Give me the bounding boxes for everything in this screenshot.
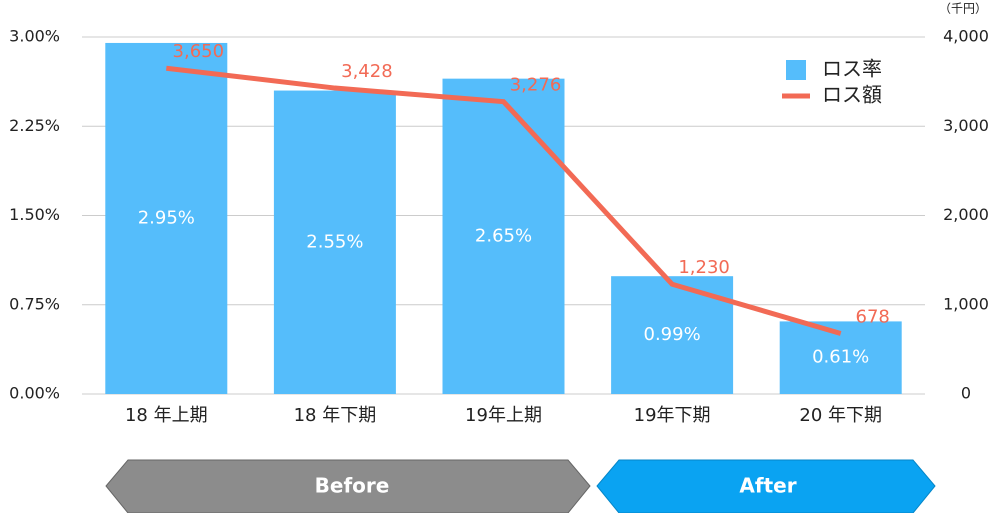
y-tick-label: 1.50% [9,205,60,224]
bar-value-label: 2.55% [306,231,363,252]
y-tick-label: 0.00% [9,384,60,403]
bar [779,321,902,394]
y2-axis-label: （千円） [939,2,987,16]
legend-swatch [786,60,806,80]
line-value-label: 3,428 [341,61,393,82]
bar-value-label: 2.95% [138,207,195,228]
y-tick-label: 2.25% [9,116,60,135]
line-value-label: 3,650 [173,41,225,62]
line-value-label: 3,276 [510,75,562,96]
x-tick-label: 18 年上期 [125,405,208,426]
line [166,65,842,336]
after-label: After [739,474,796,498]
bar-value-label: 0.61% [812,347,869,368]
bar-value-label: 2.65% [475,225,532,246]
x-tick-label: 19年上期 [465,405,542,426]
x-tick-label: 18 年下期 [294,405,377,426]
legend-label: ロス率 [822,57,882,81]
y-tick-label: 3.00% [9,27,60,46]
legend-label: ロス額 [822,83,882,107]
y2-tick-label: 1,000 [943,294,989,313]
bar [105,42,228,394]
before-label: Before [315,474,390,498]
y2-tick-label: 2,000 [943,205,989,224]
x-tick-label: 20 年下期 [799,405,882,426]
bar-value-label: 0.99% [644,324,701,345]
y2-tick-label: 0 [961,384,971,403]
bar [273,90,396,395]
x-tick-label: 19年下期 [634,405,711,426]
bar [442,78,565,395]
line-value-label: 1,230 [678,257,730,278]
y2-tick-label: 3,000 [943,116,989,135]
line-value-label: 678 [856,306,890,327]
y2-tick-label: 4,000 [943,27,989,46]
y-tick-label: 0.75% [9,294,60,313]
